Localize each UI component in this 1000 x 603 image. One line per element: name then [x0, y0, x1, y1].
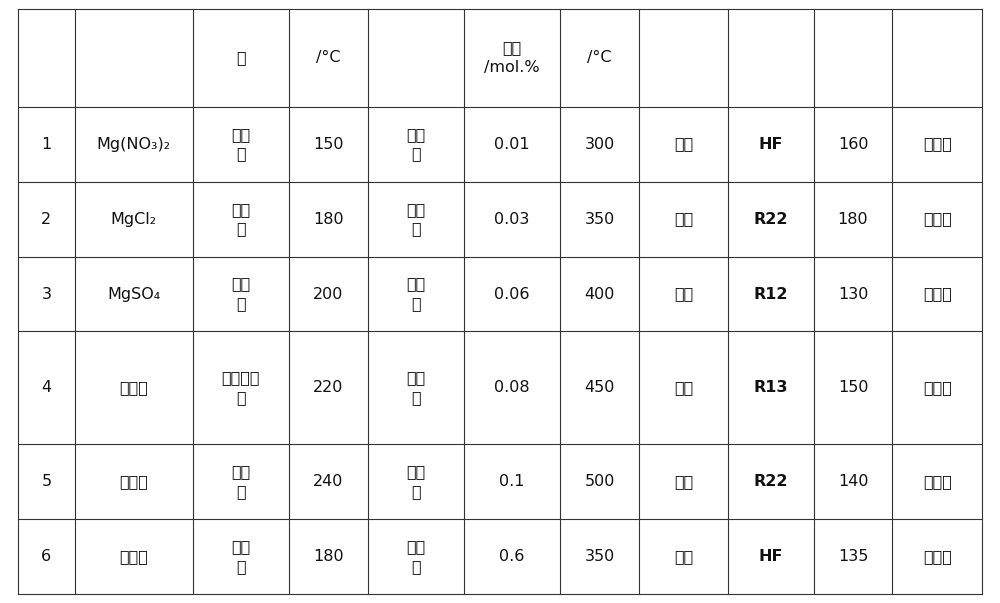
Text: 0.01: 0.01	[494, 136, 530, 151]
Text: 纳米球: 纳米球	[923, 380, 952, 395]
Text: 3: 3	[41, 286, 51, 302]
Text: MgCl₂: MgCl₂	[111, 212, 157, 227]
Text: 醇溶
液: 醇溶 液	[406, 464, 425, 499]
Text: 160: 160	[838, 136, 868, 151]
Text: 乙二
醇: 乙二 醇	[231, 127, 251, 162]
Text: 140: 140	[838, 474, 868, 489]
Text: 丙三
醇: 丙三 醇	[231, 277, 251, 311]
Text: 乙醇镇: 乙醇镇	[119, 549, 148, 564]
Text: 剂: 剂	[236, 50, 246, 65]
Text: 0.1: 0.1	[499, 474, 525, 489]
Text: 180: 180	[313, 212, 344, 227]
Text: 350: 350	[584, 549, 615, 564]
Text: 空气: 空气	[674, 474, 693, 489]
Text: HF: HF	[759, 136, 783, 151]
Text: 水溶
液: 水溶 液	[406, 127, 425, 162]
Text: R22: R22	[754, 474, 788, 489]
Text: 乙酸镇: 乙酸镇	[119, 380, 148, 395]
Text: 浓度
/mol.%: 浓度 /mol.%	[484, 40, 540, 75]
Text: 300: 300	[584, 136, 615, 151]
Text: 空气: 空气	[674, 549, 693, 564]
Text: 水溶
液: 水溶 液	[406, 370, 425, 405]
Text: 150: 150	[838, 380, 868, 395]
Text: 乙二
醇: 乙二 醇	[231, 464, 251, 499]
Text: 丙二
醇: 丙二 醇	[231, 201, 251, 236]
Text: 400: 400	[584, 286, 615, 302]
Text: 空气: 空气	[674, 380, 693, 395]
Text: 150: 150	[313, 136, 344, 151]
Text: 甲醇镇: 甲醇镇	[119, 474, 148, 489]
Text: R22: R22	[754, 212, 788, 227]
Text: 180: 180	[313, 549, 344, 564]
Text: 450: 450	[584, 380, 615, 395]
Text: 220: 220	[313, 380, 344, 395]
Text: 4: 4	[41, 380, 51, 395]
Text: 氢气: 氢气	[674, 212, 693, 227]
Text: 纳米球: 纳米球	[923, 136, 952, 151]
Text: 2: 2	[41, 212, 51, 227]
Text: 醇溶
液: 醇溶 液	[406, 201, 425, 236]
Text: 氮气: 氮气	[674, 286, 693, 302]
Text: 500: 500	[584, 474, 615, 489]
Text: R12: R12	[754, 286, 788, 302]
Text: 乙二
醇: 乙二 醇	[231, 539, 251, 574]
Text: 130: 130	[838, 286, 868, 302]
Text: 纳米球: 纳米球	[923, 474, 952, 489]
Text: Mg(NO₃)₂: Mg(NO₃)₂	[97, 136, 171, 151]
Text: /°C: /°C	[316, 50, 341, 65]
Text: R13: R13	[754, 380, 788, 395]
Text: 240: 240	[313, 474, 344, 489]
Text: 135: 135	[838, 549, 868, 564]
Text: 0.06: 0.06	[494, 286, 530, 302]
Text: 0.08: 0.08	[494, 380, 530, 395]
Text: 空气: 空气	[674, 136, 693, 151]
Text: 350: 350	[584, 212, 615, 227]
Text: 二缩乙二
醇: 二缩乙二 醇	[222, 370, 260, 405]
Text: /°C: /°C	[587, 50, 612, 65]
Text: 180: 180	[838, 212, 868, 227]
Text: 0.03: 0.03	[494, 212, 530, 227]
Text: 水溶
液: 水溶 液	[406, 539, 425, 574]
Text: 醜溶
液: 醜溶 液	[406, 277, 425, 311]
Text: 纳米球: 纳米球	[923, 212, 952, 227]
Text: 5: 5	[41, 474, 51, 489]
Text: HF: HF	[759, 549, 783, 564]
Text: 纳米球: 纳米球	[923, 549, 952, 564]
Text: MgSO₄: MgSO₄	[107, 286, 160, 302]
Text: 1: 1	[41, 136, 52, 151]
Text: 0.6: 0.6	[499, 549, 525, 564]
Text: 200: 200	[313, 286, 344, 302]
Text: 6: 6	[41, 549, 51, 564]
Text: 纳米球: 纳米球	[923, 286, 952, 302]
